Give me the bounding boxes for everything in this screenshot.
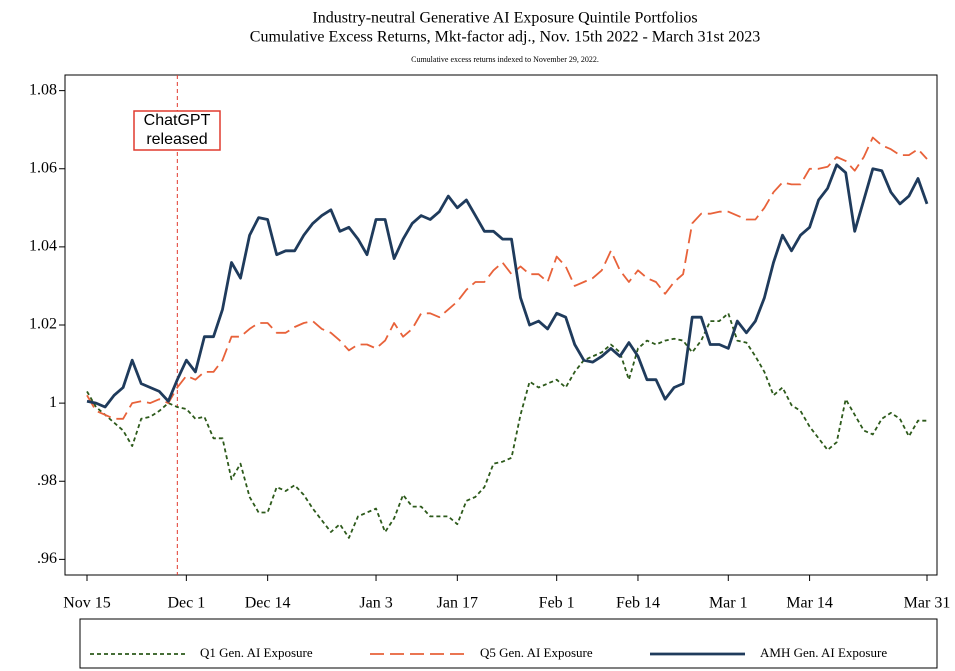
legend-label: Q1 Gen. AI Exposure: [200, 645, 313, 660]
x-tick-label: Feb 14: [616, 595, 660, 612]
y-tick-label: 1: [49, 394, 57, 411]
y-tick-label: 1.06: [29, 159, 57, 176]
legend-label: AMH Gen. AI Exposure: [760, 645, 887, 660]
legend-label: Q5 Gen. AI Exposure: [480, 645, 593, 660]
x-tick-label: Nov 15: [63, 595, 111, 612]
x-tick-label: Mar 1: [709, 595, 748, 612]
x-tick-label: Mar 14: [786, 595, 833, 612]
x-tick-label: Dec 14: [245, 595, 291, 612]
y-tick-label: 1.04: [29, 238, 57, 255]
chart-note: Cumulative excess returns indexed to Nov…: [411, 55, 599, 64]
annotation-box: [133, 110, 221, 151]
series-line: [86, 312, 927, 539]
annotation-text: ChatGPT: [144, 112, 211, 129]
x-tick-label: Dec 1: [167, 595, 205, 612]
x-tick-label: Mar 31: [904, 595, 951, 612]
x-tick-label: Jan 17: [437, 595, 478, 612]
chart-subtitle: Cumulative Excess Returns, Mkt-factor ad…: [250, 29, 760, 46]
annotation-text: released: [146, 131, 207, 148]
y-tick-label: .96: [37, 550, 57, 567]
x-tick-label: Feb 1: [539, 595, 575, 612]
y-tick-label: 1.02: [29, 316, 57, 333]
legend-box: [79, 618, 938, 669]
y-tick-label: .98: [37, 472, 57, 489]
chart-title: Industry-neutral Generative AI Exposure …: [312, 10, 697, 27]
series-line: [86, 163, 929, 409]
y-tick-label: 1.08: [29, 81, 57, 98]
series-line: [86, 136, 928, 420]
x-tick-label: Jan 3: [359, 595, 392, 612]
